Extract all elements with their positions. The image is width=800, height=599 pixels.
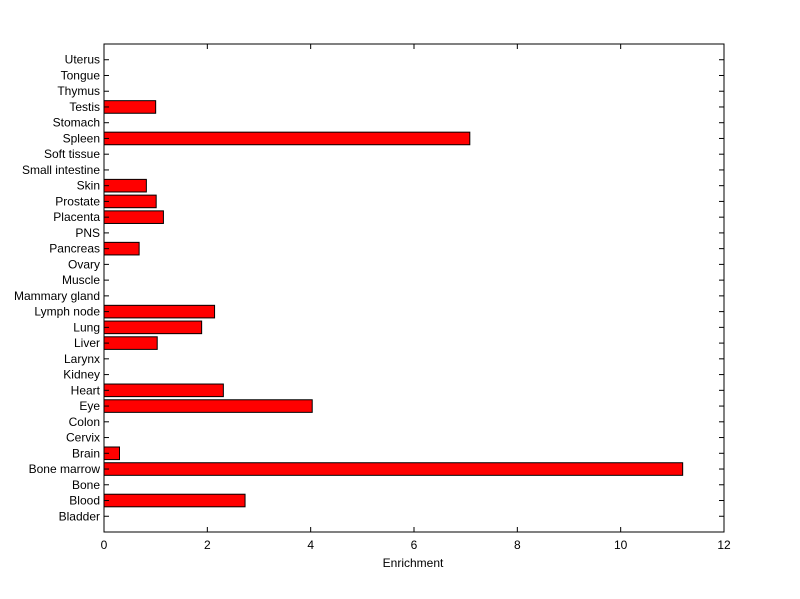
y-tick-label: Pancreas <box>49 242 100 256</box>
y-tick-label: Cervix <box>66 431 100 445</box>
y-tick-label: Muscle <box>62 273 100 287</box>
x-tick-label: 4 <box>307 538 314 552</box>
x-tick-label: 2 <box>204 538 211 552</box>
bar-pancreas <box>103 241 140 256</box>
bar-blood <box>103 493 246 508</box>
x-axis-label: Enrichment <box>383 556 444 570</box>
y-tick-label: Prostate <box>55 194 100 208</box>
x-tick-label: 6 <box>411 538 418 552</box>
y-tick-label: Blood <box>69 494 100 508</box>
x-tick-label: 10 <box>614 538 628 552</box>
bar-heart <box>103 383 224 398</box>
x-tick-label: 8 <box>514 538 521 552</box>
y-tick-label: Ovary <box>68 257 100 271</box>
x-axis: 0 2 4 6 8 10 12 <box>101 44 731 552</box>
bar-lung <box>103 320 203 335</box>
bar-testis <box>103 100 157 114</box>
y-tick-label: Larynx <box>64 352 100 366</box>
y-tick-label: Soft tissue <box>44 147 100 161</box>
y-tick-label: Mammary gland <box>14 289 100 303</box>
y-tick-label: Liver <box>74 336 100 350</box>
y-tick-label: Lung <box>73 320 100 334</box>
y-tick-label: Spleen <box>63 131 100 145</box>
y-tick-label: Uterus <box>65 53 100 67</box>
y-tick-label: Brain <box>72 446 100 460</box>
bar-bone-marrow <box>103 462 684 476</box>
y-tick-label: Bladder <box>59 509 100 523</box>
y-tick-label: Small intestine <box>22 163 100 177</box>
y-tick-label: Bone <box>72 478 100 492</box>
y-tick-label: Tongue <box>61 68 101 82</box>
plot-area <box>104 44 724 532</box>
x-tick-label: 12 <box>717 538 731 552</box>
y-tick-label: Placenta <box>53 210 100 224</box>
y-tick-label: Colon <box>69 415 100 429</box>
bar-eye <box>103 399 313 413</box>
y-tick-label: Bone marrow <box>29 462 101 476</box>
y-tick-label: Lymph node <box>34 305 100 319</box>
y-tick-label: Testis <box>69 100 100 114</box>
y-tick-label: Stomach <box>53 116 100 130</box>
bar-skin <box>103 178 147 193</box>
y-tick-label: Heart <box>71 383 101 397</box>
bar-placenta <box>103 210 164 224</box>
x-tick-label: 0 <box>101 538 108 552</box>
bar-lymph-node <box>103 304 216 319</box>
y-tick-label: Kidney <box>63 368 100 382</box>
bar-spleen <box>103 131 471 146</box>
y-tick-label: Thymus <box>57 84 100 98</box>
y-tick-label: PNS <box>75 226 100 240</box>
y-tick-label: Eye <box>79 399 100 413</box>
bar-prostate <box>103 194 157 209</box>
y-tick-label: Skin <box>77 179 100 193</box>
bar-liver <box>103 336 158 350</box>
